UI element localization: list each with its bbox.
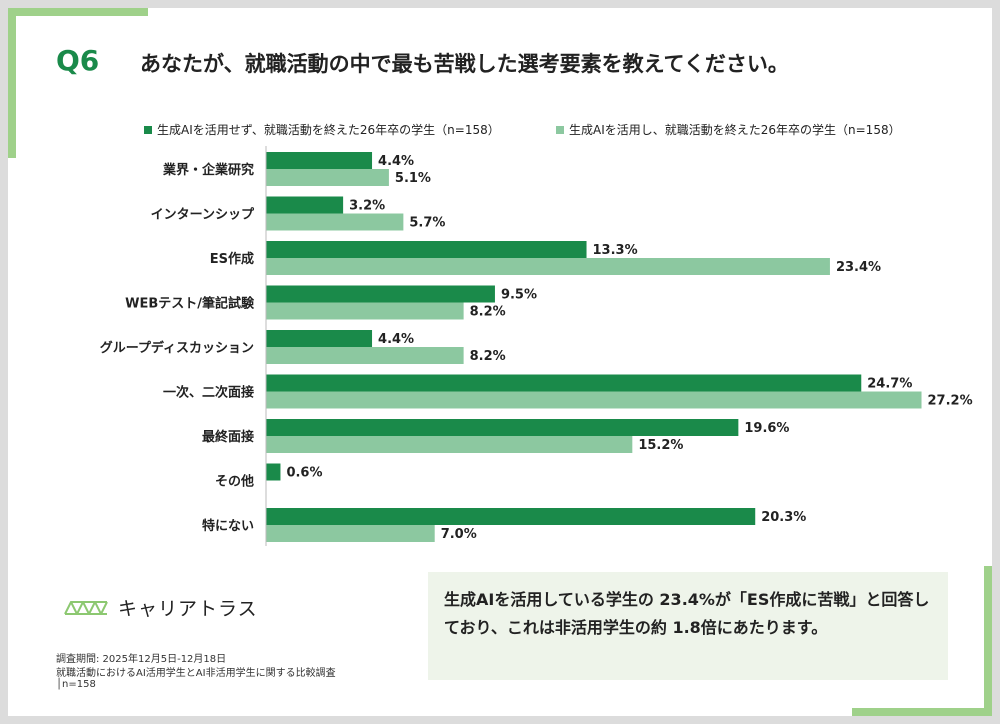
bar xyxy=(266,436,633,453)
category-label: 最終面接 xyxy=(202,429,254,445)
category-label: グループディスカッション xyxy=(100,340,254,356)
bar xyxy=(266,391,922,409)
data-label: 8.2% xyxy=(470,305,506,320)
category-label: インターンシップ xyxy=(151,208,255,223)
corner-accent xyxy=(8,8,16,158)
data-label: 0.6% xyxy=(286,466,322,481)
bar xyxy=(266,419,739,436)
category-label: 一次、二次面接 xyxy=(163,385,254,401)
data-label: 20.3% xyxy=(761,510,806,525)
data-label: 24.7% xyxy=(867,377,912,392)
summary-text: 生成AIを活用している学生の 23.4%が「ES作成に苦戦」と回答しており、これ… xyxy=(444,590,930,637)
data-label: 5.1% xyxy=(395,171,431,186)
sample-size: │n=158 xyxy=(56,679,96,690)
bar xyxy=(266,508,756,525)
data-label: 5.7% xyxy=(409,216,445,231)
brand-name: キャリアトラス xyxy=(118,598,258,620)
legend-label: 生成AIを活用し、就職活動を終えた26年卒の学生（n=158） xyxy=(569,123,901,137)
data-label: 27.2% xyxy=(928,394,973,409)
bar xyxy=(266,258,830,275)
survey-name: 就職活動におけるAI活用学生とAI非活用学生に関する比較調査 xyxy=(56,668,336,679)
data-label: 15.2% xyxy=(638,438,683,453)
legend-item-non-ai: 生成AIを活用せず、就職活動を終えた26年卒の学生（n=158） xyxy=(144,121,500,138)
summary-callout: 生成AIを活用している学生の 23.4%が「ES作成に苦戦」と回答しており、これ… xyxy=(428,572,948,680)
category-label: WEBテスト/筆記試験 xyxy=(125,296,255,312)
bar xyxy=(266,374,862,392)
bar xyxy=(266,169,389,186)
bar xyxy=(266,525,435,542)
bar xyxy=(266,213,404,231)
question-number: Q6 xyxy=(56,44,100,77)
question-title: あなたが、就職活動の中で最も苦戦した選考要素を教えてください。 xyxy=(140,52,789,76)
corner-accent xyxy=(8,8,148,16)
brand-logo: キャリアトラス xyxy=(64,594,258,621)
bar xyxy=(266,463,281,481)
category-label: 特にない xyxy=(202,518,254,534)
data-label: 23.4% xyxy=(836,260,881,275)
legend-label: 生成AIを活用せず、就職活動を終えた26年卒の学生（n=158） xyxy=(157,123,500,137)
legend-swatch xyxy=(144,125,152,134)
corner-accent xyxy=(984,566,992,716)
legend-swatch xyxy=(556,125,564,134)
data-label: 9.5% xyxy=(501,288,537,303)
survey-period: 調査期間: 2025年12月5日-12月18日 xyxy=(56,654,227,665)
data-label: 13.3% xyxy=(593,243,638,258)
triangle-lattice-icon xyxy=(64,600,108,615)
legend-item-ai: 生成AIを活用し、就職活動を終えた26年卒の学生（n=158） xyxy=(556,121,901,138)
corner-accent xyxy=(852,708,992,716)
data-label: 8.2% xyxy=(470,349,506,364)
bar xyxy=(266,196,344,214)
data-label: 4.4% xyxy=(378,154,414,169)
bar xyxy=(266,241,587,258)
bar xyxy=(266,330,373,347)
data-label: 4.4% xyxy=(378,332,414,347)
bar xyxy=(266,285,495,303)
data-label: 3.2% xyxy=(349,199,385,214)
data-label: 19.6% xyxy=(744,421,789,436)
category-label: その他 xyxy=(215,474,254,490)
category-label: ES作成 xyxy=(210,251,254,267)
bar xyxy=(266,347,464,364)
data-label: 7.0% xyxy=(441,527,477,542)
bar xyxy=(266,302,464,320)
category-label: 業界・企業研究 xyxy=(162,162,254,178)
bar xyxy=(266,152,373,169)
